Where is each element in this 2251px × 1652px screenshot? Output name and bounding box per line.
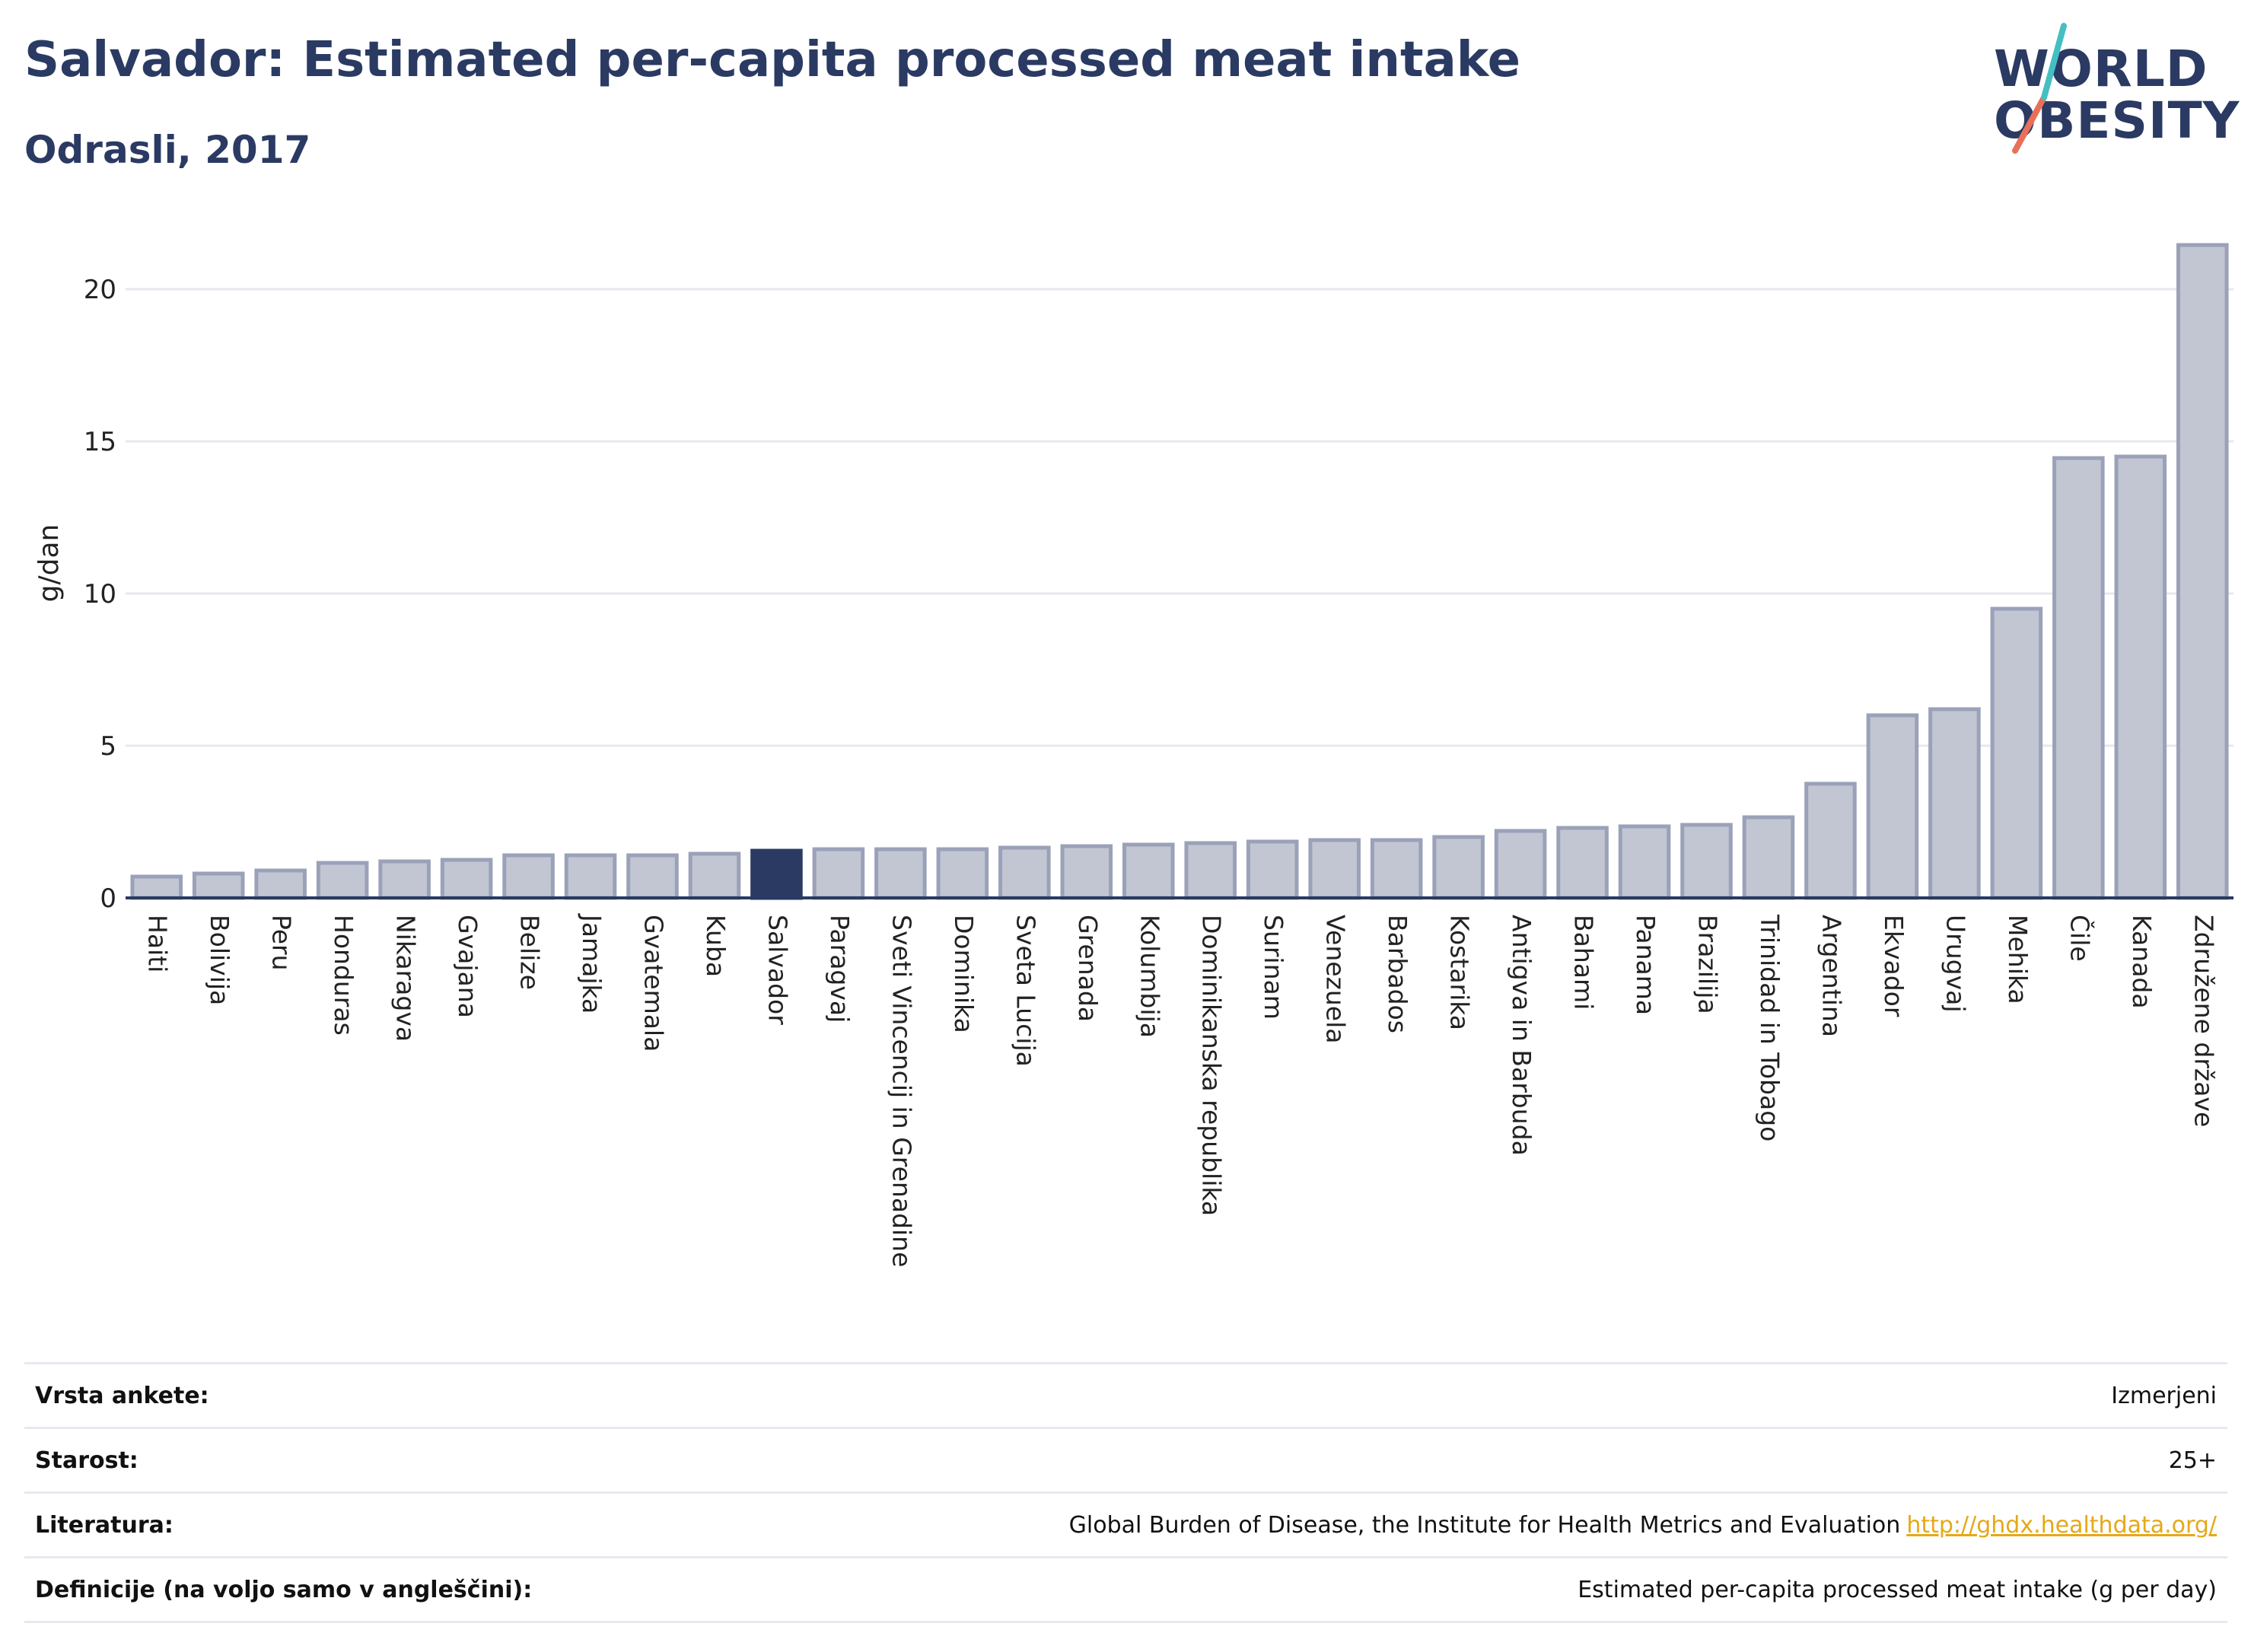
x-tick-label: Čile: [2065, 915, 2095, 962]
bar: [626, 853, 679, 900]
bar: [2176, 243, 2229, 900]
info-label: Starost:: [35, 1447, 138, 1474]
bar: [1556, 826, 1609, 900]
x-tick-label: Kostarika: [1445, 915, 1475, 1030]
bar: [1494, 829, 1547, 900]
info-label: Literatura:: [35, 1512, 174, 1539]
bar: [502, 853, 555, 900]
x-tick-label: Grenada: [1073, 915, 1103, 1022]
x-tick-label: Bahami: [1569, 915, 1599, 1010]
bar: [440, 858, 493, 900]
x-tick-label: Salvador: [763, 915, 792, 1025]
x-tick-label: Kuba: [701, 915, 731, 977]
x-tick-label: Ekvador: [1879, 915, 1909, 1017]
bar: [1680, 823, 1733, 900]
x-tick-label: Barbados: [1383, 915, 1412, 1033]
bar: [998, 845, 1051, 900]
logo-slash-icon: [2012, 23, 2067, 154]
x-tick-label: Nikaragva: [391, 915, 421, 1042]
bar: [254, 868, 307, 900]
bar: [192, 871, 245, 900]
logo-line-1: WORLD: [1994, 40, 2208, 98]
info-label: Vrsta ankete:: [35, 1383, 209, 1409]
bar: [1370, 838, 1423, 900]
reference-link[interactable]: http://ghdx.healthdata.org/: [1906, 1512, 2217, 1539]
info-row-references: Literatura: Global Burden of Disease, th…: [24, 1491, 2227, 1556]
y-tick-label: 10: [84, 579, 116, 610]
bar: [1060, 844, 1113, 900]
bar: [1432, 835, 1485, 900]
x-tick-label: Kanada: [2127, 915, 2157, 1009]
bar: [688, 851, 741, 900]
x-tick-label: Peru: [267, 915, 297, 971]
x-tick-label: Kolumbija: [1135, 915, 1164, 1038]
bar: [2114, 454, 2167, 900]
x-tick-label: Argentina: [1816, 915, 1846, 1037]
bar: [1246, 839, 1299, 900]
bar: [1990, 606, 2043, 900]
x-tick-label: Trinidad in Tobago: [1755, 914, 1785, 1141]
x-tick-label: Surinam: [1259, 915, 1288, 1020]
y-tick-label: 20: [84, 275, 116, 305]
x-tick-label: Urugvaj: [1941, 915, 1970, 1013]
x-tick-label: Paragvaj: [825, 915, 855, 1023]
x-tick-label: Gvajana: [453, 915, 482, 1018]
bar: [1742, 815, 1795, 900]
x-tick-label: Dominikanska republika: [1197, 915, 1227, 1216]
x-tick-label: Brazilija: [1693, 915, 1723, 1014]
x-tick-label: Panama: [1631, 915, 1660, 1015]
x-tick-label: Antigva in Barbuda: [1507, 915, 1536, 1156]
info-value: Estimated per-capita processed meat inta…: [1578, 1577, 2217, 1603]
x-tick-label: Venezuela: [1321, 915, 1351, 1043]
y-tick-label: 15: [84, 427, 116, 457]
bar: [750, 848, 803, 900]
world-obesity-logo: WORLD OBESITY: [1979, 23, 2239, 160]
x-tick-label: Jamajka: [577, 913, 607, 1014]
x-tick-label: Združene države: [2189, 915, 2218, 1127]
y-tick-label: 5: [100, 731, 116, 762]
bar: [378, 859, 431, 900]
bar: [316, 861, 369, 900]
x-tick-label: Sveta Lucija: [1011, 915, 1040, 1067]
bar: [1866, 713, 1919, 900]
info-row-age: Starost: 25+: [24, 1427, 2227, 1491]
bar: [130, 874, 183, 900]
info-value: 25+: [2168, 1447, 2217, 1474]
y-axis-label: g/dan: [33, 524, 65, 603]
bar: [1804, 781, 1857, 900]
x-tick-label: Haiti: [143, 915, 173, 972]
bar: [1122, 842, 1175, 900]
bar-chart: 0 5 10 15 20 g/dan Haiti Bolivija Peru Honduras Ni…: [33, 243, 2233, 1267]
x-tick-label: Sveti Vincencij in Grenadine: [887, 915, 916, 1267]
x-tick-label: Dominika: [949, 915, 979, 1033]
y-tick-label: 0: [100, 883, 116, 914]
x-tick-label: Mehika: [2003, 915, 2033, 1004]
bar: [1308, 838, 1361, 900]
bar: [1928, 707, 1981, 900]
bar: [2052, 456, 2105, 900]
info-label: Definicije (na voljo samo v angleščini):: [35, 1577, 533, 1603]
info-value: Global Burden of Disease, the Institute …: [1068, 1512, 1901, 1539]
bar: [1184, 841, 1237, 900]
bar: [1618, 824, 1671, 900]
info-row-definitions: Definicije (na voljo samo v angleščini):…: [24, 1556, 2227, 1623]
bar: [564, 853, 617, 900]
page-subtitle: Odrasli, 2017: [24, 128, 311, 172]
info-value-wrap: Global Burden of Disease, the Institute …: [1069, 1512, 2217, 1539]
info-row-survey-type: Vrsta ankete: Izmerjeni: [24, 1362, 2227, 1427]
x-tick-label: Belize: [515, 915, 545, 990]
info-table: Vrsta ankete: Izmerjeni Starost: 25+ Lit…: [24, 1362, 2227, 1623]
info-value: Izmerjeni: [2111, 1383, 2217, 1409]
page-title: Salvador: Estimated per-capita processed…: [24, 32, 1520, 88]
x-tick-label: Gvatemala: [639, 915, 669, 1052]
x-tick-label: Honduras: [329, 915, 358, 1036]
bar: [874, 847, 927, 900]
bar: [812, 847, 865, 900]
bar: [936, 847, 989, 900]
x-tick-label: Bolivija: [205, 915, 234, 1005]
